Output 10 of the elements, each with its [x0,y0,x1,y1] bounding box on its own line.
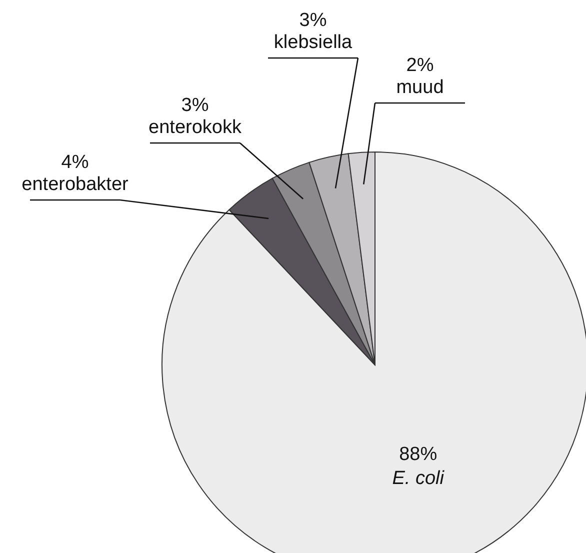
slice-label: enterobakter [22,174,130,195]
data-label: 4% [61,152,89,173]
slice-label: E. coli [392,468,445,489]
data-label: 3% [181,95,209,116]
data-label: 88% [399,444,438,465]
data-label: 2% [406,55,434,76]
slice-label: muud [396,77,444,98]
data-label: 3% [299,10,327,31]
slice-label: klebsiella [274,32,353,53]
slice-label: enterokokk [148,117,242,138]
